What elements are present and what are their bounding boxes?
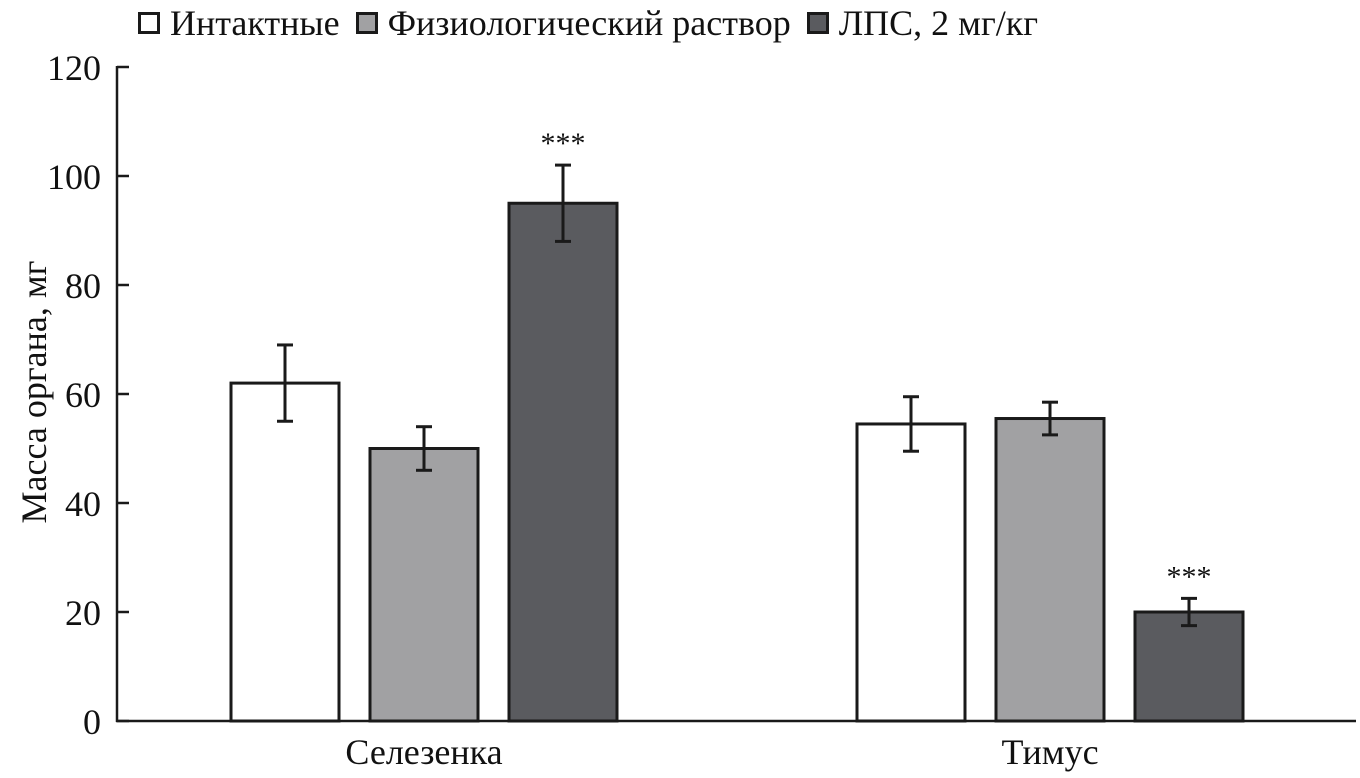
y-tick-label: 80 xyxy=(65,266,101,306)
legend-swatch-lps xyxy=(806,12,829,34)
legend-item-saline: Физиологический раствор xyxy=(355,2,791,44)
legend-swatch-saline xyxy=(355,12,378,34)
bar-intact-thymus xyxy=(855,422,967,723)
y-tick-label: 40 xyxy=(65,484,101,524)
y-axis-title: Масса органа, мг xyxy=(14,261,54,524)
legend-item-intact: Интактные xyxy=(138,2,340,44)
chart-legend: Интактные Физиологический раствор ЛПС, 2… xyxy=(138,0,1054,46)
legend-label-lps: ЛПС, 2 мг/кг xyxy=(838,3,1038,43)
x-tick-label-thymus: Тимус xyxy=(1001,732,1098,772)
bar-saline-thymus xyxy=(994,417,1106,723)
bar-intact-spleen xyxy=(229,381,341,723)
legend-item-lps: ЛПС, 2 мг/кг xyxy=(806,2,1038,44)
legend-label-saline: Физиологический раствор xyxy=(387,3,791,43)
y-tick-label: 0 xyxy=(83,702,101,742)
legend-swatch-intact xyxy=(138,12,160,34)
x-tick-label-spleen: Селезенка xyxy=(345,732,502,772)
bar-lps-spleen xyxy=(507,201,619,723)
y-tick-label: 60 xyxy=(65,375,101,415)
y-tick-label: 120 xyxy=(47,48,101,88)
x-axis: Селезенка Тимус xyxy=(116,719,1356,772)
y-tick-label: 20 xyxy=(65,593,101,633)
legend-label-intact: Интактные xyxy=(170,3,340,43)
bars-group: *** *** xyxy=(229,127,1245,723)
bar-saline-spleen xyxy=(368,447,480,723)
significance-mark-thymus: *** xyxy=(1167,560,1212,593)
y-axis: 0 20 40 60 80 100 120 xyxy=(47,48,129,742)
y-tick-label: 100 xyxy=(47,157,101,197)
bar-lps-thymus xyxy=(1133,610,1245,723)
significance-mark-spleen: *** xyxy=(541,127,586,160)
